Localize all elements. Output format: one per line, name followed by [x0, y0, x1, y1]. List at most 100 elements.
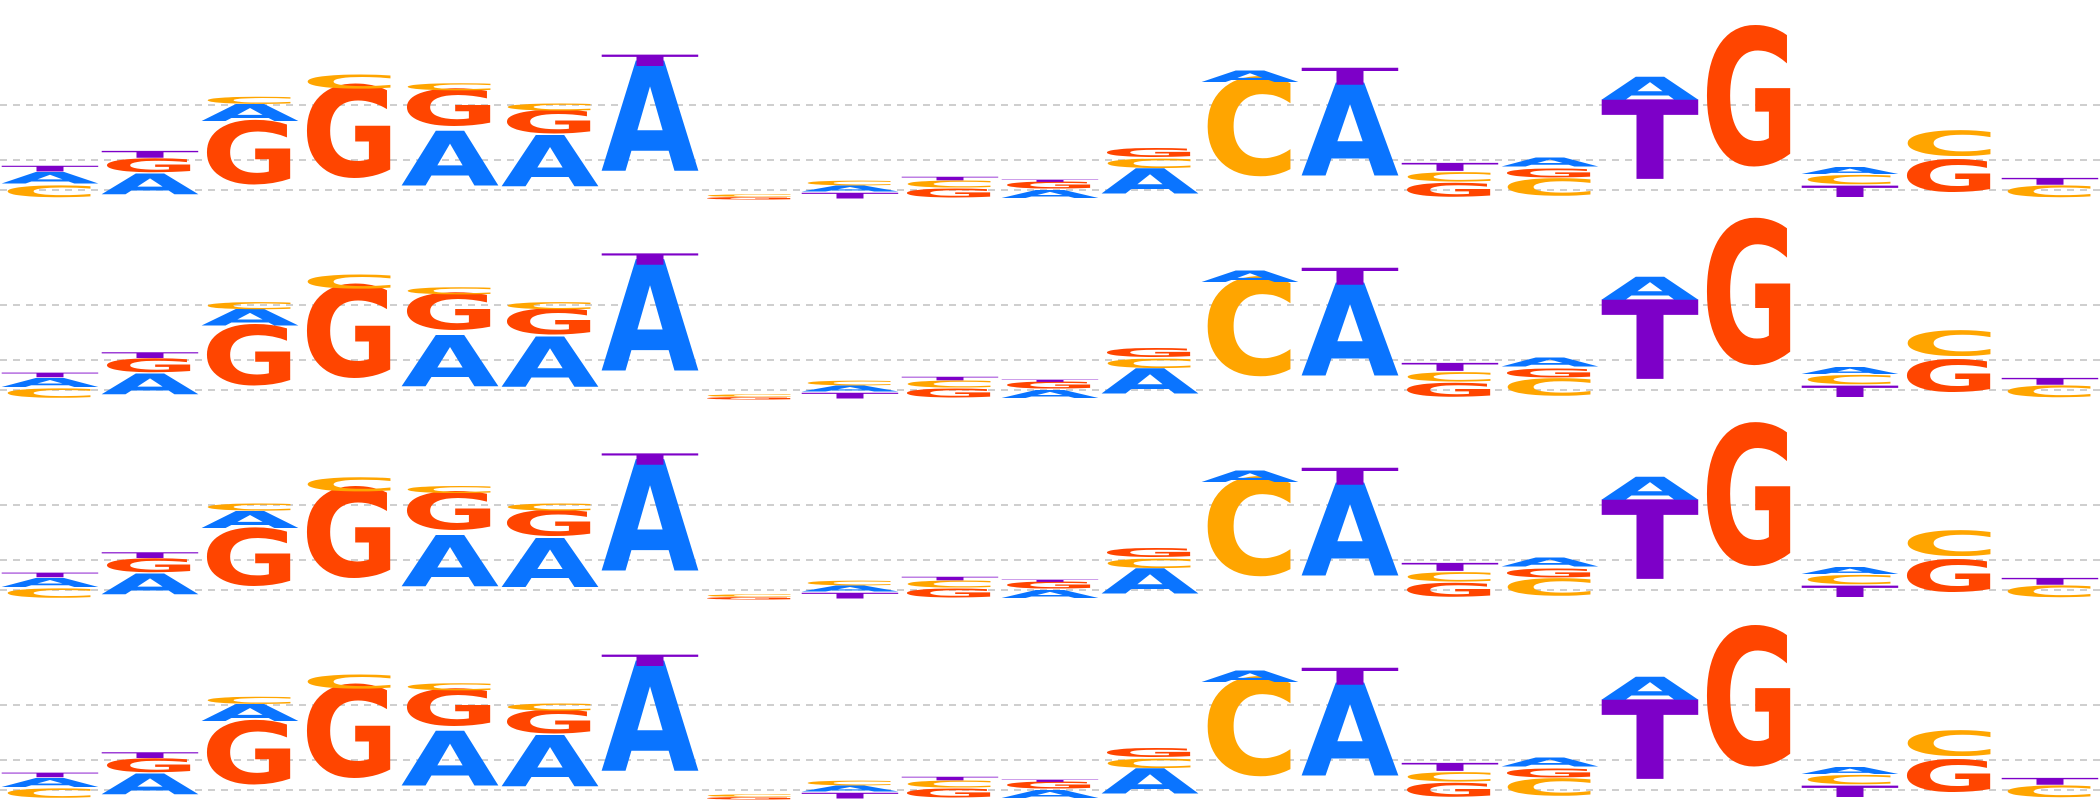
logo-letter-C: C — [201, 300, 299, 311]
logo-letter-A: A — [1601, 470, 1699, 507]
logo-letter-G: G — [501, 503, 599, 543]
logo-letter-G: G — [1001, 380, 1099, 391]
logo-letter-A: A — [1601, 670, 1699, 707]
logo-letter-G: G — [501, 302, 599, 342]
logo-letter-C: C — [1101, 756, 1199, 770]
logo-letter-C: C — [501, 502, 599, 513]
logo-letter-G: G — [1401, 779, 1499, 800]
logo-letter-C: C — [301, 271, 399, 293]
logo-letter-T: T — [1001, 379, 1099, 383]
logo-letter-A: A — [1, 375, 100, 389]
logo-letter-T: T — [101, 351, 199, 360]
logo-letter-G: G — [1901, 352, 1999, 403]
logo-letter-C: C — [1, 786, 99, 800]
logo-letter-T: T — [601, 652, 699, 670]
logo-letter-A: A — [1301, 658, 1399, 800]
logo-letter-C: C — [701, 794, 799, 798]
logo-letter-C: C — [1401, 770, 1499, 784]
logo-letter-A: A — [201, 700, 299, 727]
logo-letter-T: T — [2001, 576, 2099, 587]
logo-letter-G: G — [1701, 388, 1799, 608]
logo-letter-A: A — [1101, 562, 1199, 602]
logo-letter-A: A — [101, 769, 199, 800]
logo-letter-T: T — [1001, 579, 1099, 583]
logo-letter-T: T — [1401, 561, 1499, 574]
logo-letter-C: C — [1901, 724, 1999, 764]
logo-letter-C: C — [901, 179, 999, 190]
logo-letter-C: C — [1, 183, 99, 201]
logo-letter-A: A — [801, 785, 899, 794]
logo-letter-G: G — [901, 786, 999, 800]
logo-letter-G: G — [1901, 152, 1999, 203]
logo-letter-G: G — [1501, 166, 1599, 181]
logo-letter-C: C — [501, 300, 599, 311]
logo-letter-A: A — [1301, 58, 1399, 207]
logo-letter-C: C — [1101, 356, 1199, 370]
logo-letter-A: A — [1101, 362, 1199, 402]
logo-letter-A: A — [501, 122, 599, 204]
logo-letter-T: T — [601, 250, 699, 268]
logo-letter-T: T — [1401, 761, 1499, 774]
logo-letter-T: T — [2001, 176, 2099, 187]
logo-letter-G: G — [1101, 746, 1199, 761]
logo-letter-A: A — [1, 775, 100, 789]
logo-letter-C: C — [2001, 583, 2099, 601]
logo-letter-C: C — [901, 379, 999, 390]
logo-letter-A: A — [201, 507, 299, 534]
logo-letter-G: G — [1001, 780, 1099, 791]
logo-letter-G: G — [401, 283, 499, 341]
logo-letter-A: A — [1801, 365, 1900, 376]
logo-letter-C: C — [1501, 174, 1599, 201]
logo-letter-C: C — [1801, 573, 1899, 587]
logo-letter-T: T — [1601, 479, 1699, 606]
logo-letter-A: A — [1301, 258, 1399, 407]
logo-letter-G: G — [1701, 591, 1799, 800]
logo-letter-T: T — [1601, 279, 1699, 406]
logo-letter-T: T — [1301, 63, 1399, 90]
logo-letter-G: G — [301, 464, 399, 605]
logo-letter-G: G — [301, 60, 399, 205]
logo-letter-A: A — [1201, 268, 1299, 286]
logo-letter-C: C — [301, 71, 399, 93]
logo-letter-T: T — [601, 52, 699, 70]
logo-letter-C: C — [701, 394, 799, 398]
logo-letter-G: G — [701, 197, 799, 201]
logo-letter-A: A — [1201, 668, 1299, 686]
logo-letter-C: C — [501, 702, 599, 713]
logo-letter-C: C — [1101, 156, 1199, 170]
logo-letter-C: C — [1401, 570, 1499, 584]
logo-letter-T: T — [901, 176, 999, 181]
logo-letter-C: C — [2001, 783, 2099, 800]
logo-letter-C: C — [1801, 373, 1899, 387]
logo-letter-T: T — [901, 376, 999, 381]
logo-letter-C: C — [1501, 574, 1599, 601]
logo-letter-C: C — [701, 194, 799, 198]
logo-letter-A: A — [1501, 555, 1600, 569]
logo-letter-A: A — [1001, 588, 1100, 601]
logo-letter-A: A — [801, 585, 899, 594]
logo-letter-T: T — [1801, 183, 1899, 201]
logo-letter-T: T — [1601, 79, 1699, 206]
logo-letter-T: T — [1001, 179, 1099, 183]
logo-letter-C: C — [1501, 374, 1599, 401]
logo-letter-G: G — [501, 704, 599, 740]
logo-letter-A: A — [1801, 565, 1900, 576]
logo-letter-C: C — [501, 102, 599, 113]
logo-letter-G: G — [301, 660, 399, 800]
logo-letter-T: T — [1301, 263, 1399, 290]
logo-letter-A: A — [1, 169, 99, 187]
logo-letter-T: T — [101, 751, 199, 760]
logo-letter-C: C — [1, 386, 99, 400]
logo-letter-A: A — [401, 716, 499, 800]
logo-letter-G: G — [201, 104, 299, 204]
logo-letter-T: T — [1, 371, 99, 378]
logo-letter-G: G — [901, 586, 999, 601]
logo-letter-T: T — [1301, 663, 1399, 690]
logo-letter-G: G — [101, 155, 199, 177]
logo-letter-C: C — [301, 474, 399, 496]
logo-letter-T: T — [601, 450, 699, 468]
logo-letter-G: G — [401, 679, 499, 737]
